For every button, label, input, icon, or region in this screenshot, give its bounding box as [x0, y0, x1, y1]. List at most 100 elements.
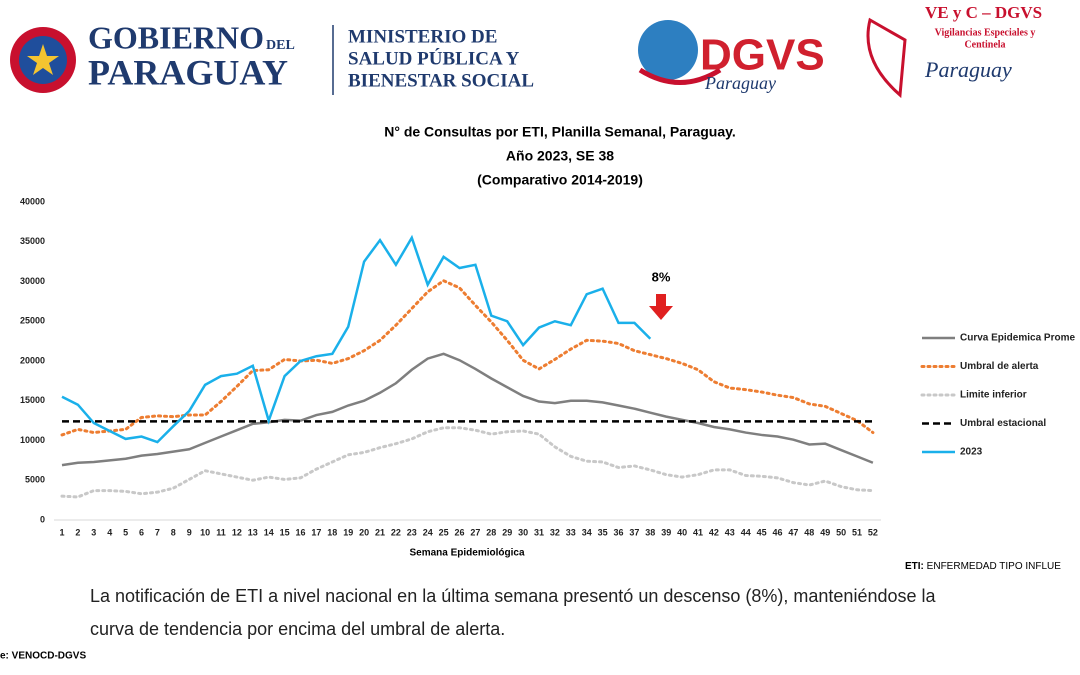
y-tick-label: 5000 [25, 475, 45, 485]
x-tick-label: 28 [486, 527, 496, 537]
swoosh [638, 67, 722, 85]
x-tick-label: 23 [407, 527, 417, 537]
x-tick-label: 30 [518, 527, 528, 537]
x-tick-label: 47 [788, 527, 798, 537]
x-tick-label: 44 [741, 527, 751, 537]
legend-label: Limite inferior [960, 390, 1027, 401]
x-tick-label: 33 [566, 527, 576, 537]
x-tick-label: 50 [836, 527, 846, 537]
x-tick-label: 35 [598, 527, 608, 537]
x-tick-label: 24 [423, 527, 433, 537]
x-tick-label: 14 [264, 527, 274, 537]
x-axis-label: Semana Epidemiológica [409, 548, 524, 559]
gov-logo [10, 27, 76, 93]
x-tick-label: 10 [200, 527, 210, 537]
x-tick-label: 20 [359, 527, 369, 537]
x-tick-label: 52 [868, 527, 878, 537]
x-tick-label: 27 [470, 527, 480, 537]
x-tick-label: 34 [582, 527, 592, 537]
dgvs-text: DGVS [700, 31, 825, 80]
footnote: ETI: ENFERMEDAD TIPO INFLUE [905, 561, 1061, 572]
ministry-text: SALUD PÚBLICA Y [348, 47, 520, 69]
x-tick-label: 17 [311, 527, 321, 537]
ministry-text: MINISTERIO DE [348, 26, 497, 47]
x-tick-label: 15 [280, 527, 290, 537]
gov-text: PARAGUAY [88, 52, 288, 92]
star [27, 44, 59, 75]
x-tick-label: 38 [645, 527, 655, 537]
x-tick-label: 12 [232, 527, 242, 537]
x-tick-label: 48 [804, 527, 814, 537]
vec-mark [866, 17, 907, 99]
x-tick-label: 25 [439, 527, 449, 537]
vec-script: Paraguay [924, 57, 1012, 82]
y-tick-label: 20000 [20, 355, 45, 365]
body-text: curva de tendencia por encima del umbral… [90, 619, 505, 639]
y-tick-label: 15000 [20, 395, 45, 405]
x-tick-label: 1 [59, 527, 64, 537]
x-tick-label: 19 [343, 527, 353, 537]
chart-title: N° de Consultas por ETI, Planilla Semana… [384, 124, 736, 140]
x-tick-label: 13 [248, 527, 258, 537]
x-tick-label: 11 [216, 527, 226, 537]
x-tick-label: 8 [171, 527, 176, 537]
footnote-bold: ETI: [905, 561, 924, 572]
x-tick-label: 36 [613, 527, 623, 537]
x-tick-label: 29 [502, 527, 512, 537]
x-tick-label: 5 [123, 527, 128, 537]
x-tick-label: 2 [75, 527, 80, 537]
x-tick-label: 7 [155, 527, 160, 537]
x-tick-label: 21 [375, 527, 385, 537]
x-tick-label: 16 [295, 527, 305, 537]
legend-label: 2023 [960, 447, 983, 458]
x-tick-label: 4 [107, 527, 112, 537]
y-tick-label: 30000 [20, 276, 45, 286]
x-tick-label: 46 [772, 527, 782, 537]
legend-label: Umbral de alerta [960, 361, 1039, 372]
x-tick-label: 18 [327, 527, 337, 537]
x-tick-label: 32 [550, 527, 560, 537]
y-tick-label: 35000 [20, 236, 45, 246]
chart-title: Año 2023, SE 38 [506, 148, 614, 164]
x-tick-label: 49 [820, 527, 830, 537]
x-tick-label: 40 [677, 527, 687, 537]
x-tick-label: 26 [454, 527, 464, 537]
x-tick-label: 37 [629, 527, 639, 537]
x-tick-label: 3 [91, 527, 96, 537]
x-tick-label: 42 [709, 527, 719, 537]
legend-label: Curva Epidemica Prome [960, 333, 1075, 344]
gov-del: DEL [266, 38, 295, 53]
ministry-text: BIENESTAR SOCIAL [348, 70, 534, 91]
x-tick-label: 22 [391, 527, 401, 537]
series-line [60, 278, 875, 437]
source: e: VENOCD-DGVS [0, 651, 86, 662]
annotation: 8% [652, 269, 671, 284]
body-text: La notificación de ETI a nivel nacional … [90, 586, 936, 606]
x-tick-label: 45 [757, 527, 767, 537]
vec-title: VE y C – DGVS [925, 3, 1042, 22]
series-line [61, 234, 652, 444]
globe [638, 20, 698, 80]
x-tick-label: 41 [693, 527, 703, 537]
y-tick-label: 40000 [20, 196, 45, 206]
series-line [60, 426, 875, 499]
chart-title: (Comparativo 2014-2019) [477, 172, 643, 188]
y-tick-label: 0 [40, 514, 45, 524]
vec-sub: Vigilancias Especiales y [935, 27, 1036, 38]
gov-text: GOBIERNO [88, 19, 264, 55]
down-arrow [649, 294, 673, 320]
footnote-text: ENFERMEDAD TIPO INFLUE [927, 561, 1062, 572]
vec-sub: Centinela [964, 39, 1005, 50]
x-tick-label: 9 [187, 527, 192, 537]
x-tick-label: 43 [725, 527, 735, 537]
x-tick-label: 51 [852, 527, 862, 537]
x-tick-label: 39 [661, 527, 671, 537]
y-tick-label: 10000 [20, 435, 45, 445]
legend-label: Umbral estacional [960, 418, 1046, 429]
dgvs-sub: Paraguay [704, 73, 776, 93]
series-line [61, 352, 874, 467]
x-tick-label: 31 [534, 527, 544, 537]
x-tick-label: 6 [139, 527, 144, 537]
y-tick-label: 25000 [20, 316, 45, 326]
